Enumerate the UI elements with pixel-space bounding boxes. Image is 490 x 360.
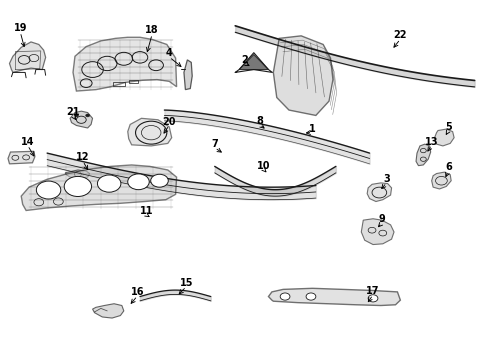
Circle shape [151, 174, 168, 187]
Polygon shape [269, 288, 400, 306]
Bar [129, 80, 139, 83]
Polygon shape [9, 42, 46, 72]
Text: 1: 1 [309, 124, 316, 134]
Text: 11: 11 [140, 206, 153, 216]
Text: 19: 19 [14, 23, 27, 33]
Polygon shape [21, 165, 176, 211]
Text: 18: 18 [146, 26, 159, 35]
Polygon shape [361, 219, 394, 244]
Text: 7: 7 [211, 139, 218, 149]
Circle shape [128, 174, 149, 190]
Circle shape [368, 295, 378, 302]
Polygon shape [93, 304, 124, 318]
Bar [113, 82, 125, 86]
Text: 2: 2 [242, 55, 248, 65]
Text: 17: 17 [366, 286, 380, 296]
Polygon shape [239, 54, 269, 69]
Polygon shape [273, 36, 333, 116]
Text: 22: 22 [393, 31, 407, 40]
Text: 20: 20 [163, 117, 176, 127]
Polygon shape [65, 170, 90, 178]
Polygon shape [128, 118, 172, 146]
Text: 8: 8 [256, 116, 263, 126]
Text: 14: 14 [21, 137, 34, 147]
Circle shape [36, 181, 61, 199]
Circle shape [98, 175, 121, 192]
Text: 9: 9 [378, 215, 385, 224]
Polygon shape [8, 151, 35, 164]
Circle shape [306, 293, 316, 300]
Circle shape [280, 293, 290, 300]
Polygon shape [367, 183, 392, 202]
Polygon shape [432, 172, 451, 189]
Text: 13: 13 [425, 137, 439, 147]
Text: 3: 3 [383, 174, 390, 184]
Text: 12: 12 [76, 152, 90, 162]
Text: 10: 10 [257, 161, 270, 171]
Polygon shape [435, 129, 454, 146]
Polygon shape [416, 144, 431, 166]
Text: 5: 5 [445, 122, 452, 132]
Polygon shape [70, 111, 93, 128]
Text: 4: 4 [166, 48, 172, 58]
Polygon shape [73, 37, 176, 91]
Circle shape [86, 114, 90, 117]
Text: 16: 16 [131, 287, 144, 297]
Circle shape [64, 176, 92, 197]
Text: 15: 15 [180, 278, 193, 288]
Text: 6: 6 [445, 162, 452, 172]
Circle shape [74, 114, 78, 117]
Text: 21: 21 [66, 107, 80, 117]
Polygon shape [184, 60, 192, 90]
